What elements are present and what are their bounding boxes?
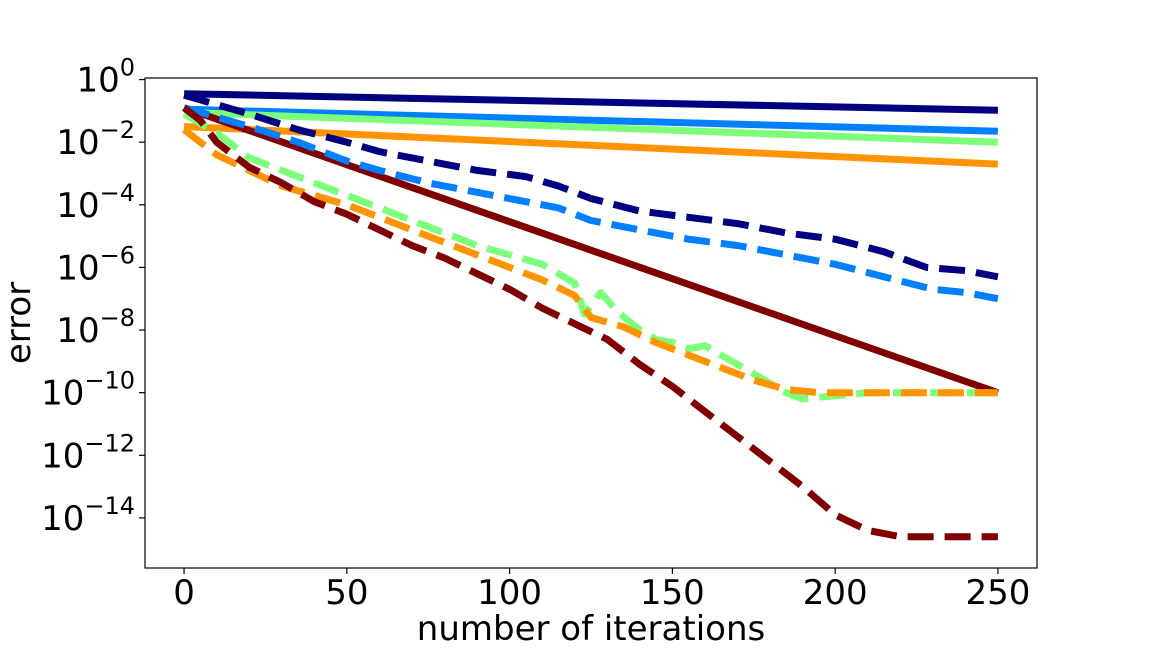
series-line-dashed-orange [181,126,998,397]
y-tick-label: 10−2 [56,116,135,163]
axis-layer: 0 50 100 150 200 250 100 10−2 10−4 10−6 10−8 10−10 1… [41,54,1030,613]
x-tick-label: 250 [965,573,1030,613]
x-tick-label: 200 [803,573,868,613]
series-line-dashed-darkred [181,104,998,541]
y-tick-label: 10−4 [56,179,135,226]
x-tick-label: 0 [173,573,195,613]
y-tick-label: 10−6 [56,241,135,288]
x-tick-label: 100 [477,573,542,613]
series-line-dashed-navy [183,91,999,281]
series-line-solid-green [183,108,999,146]
plot-frame [144,77,1038,569]
series-line-dashed-blue [183,104,999,303]
y-tick-label: 10−14 [41,492,135,539]
series-line-solid-darkred [182,104,1000,397]
series-line-solid-navy [184,90,998,114]
series-line-solid-orange [183,123,999,168]
series-layer [181,90,1000,541]
y-tick-label: 10−12 [41,429,135,476]
x-tick-label: 150 [640,573,705,613]
y-tick-label: 10−8 [56,304,135,351]
y-axis-label: error [0,282,39,364]
y-tick-label: 100 [76,54,135,101]
x-axis-label: number of iterations [417,609,765,648]
series-line-solid-blue [184,105,998,135]
x-tick-label: 50 [325,573,368,613]
y-tick-label: 10−10 [41,367,135,414]
